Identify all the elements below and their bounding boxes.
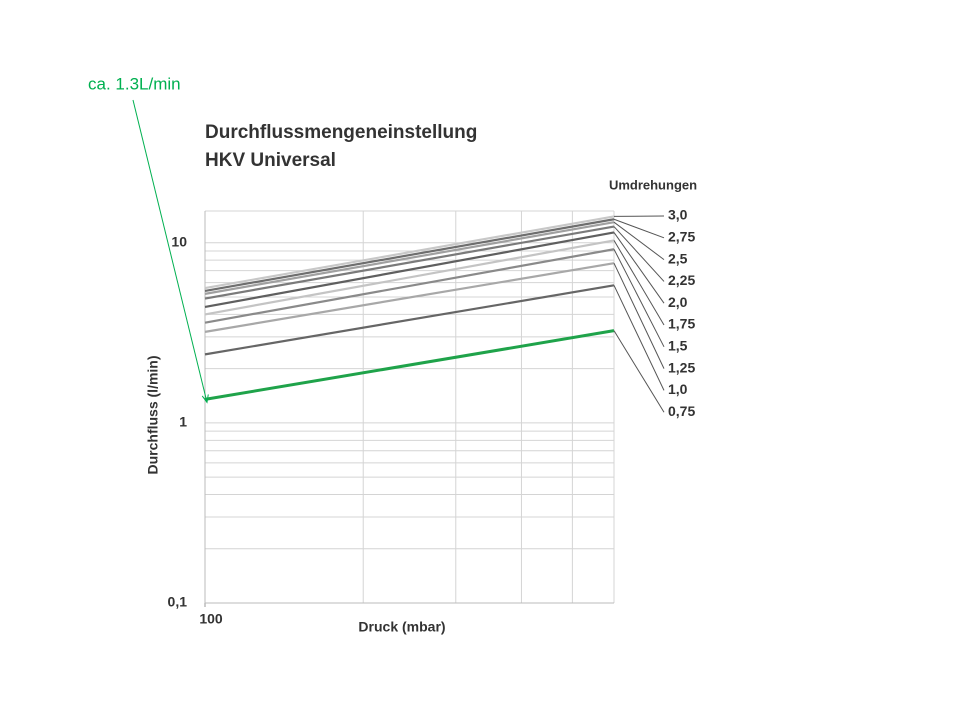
legend-label: 1,75	[668, 316, 695, 332]
data-line	[204, 231, 615, 309]
annotation: ca. 1.3L/min	[88, 74, 181, 93]
chart-title: Durchflussmengeneinstellung	[205, 122, 477, 143]
legend-connector	[613, 285, 665, 391]
legend-connector	[613, 232, 665, 304]
data-line	[204, 329, 615, 401]
data-line	[204, 284, 615, 356]
y-axis-label: Durchfluss (l/min)	[145, 355, 161, 474]
data-line	[204, 248, 615, 324]
legend-label: 1,5	[668, 338, 688, 354]
data-line	[204, 262, 615, 333]
data-line	[204, 218, 615, 293]
legend-connector	[613, 262, 665, 369]
legend-label: 2,75	[668, 229, 695, 245]
legend-label: 2,25	[668, 272, 695, 288]
data-line	[204, 221, 615, 295]
arrow-head	[201, 394, 209, 404]
x-axis-label: Druck (mbar)	[358, 619, 445, 635]
legend-connector	[613, 249, 665, 348]
legend-label: 3,0	[668, 207, 688, 223]
legend-label: 0,75	[668, 403, 695, 419]
legend-label: 1,0	[668, 381, 688, 397]
legend-label: 2,0	[668, 294, 688, 310]
legend-title: Umdrehungen	[609, 177, 697, 192]
legend-connector	[613, 330, 665, 413]
x-tick-label: 100	[199, 611, 223, 627]
data-line	[204, 215, 615, 290]
data-line	[204, 225, 615, 300]
data-line	[204, 239, 615, 316]
chart-subtitle: HKV Universal	[205, 150, 336, 171]
legend-label: 2,5	[668, 250, 688, 266]
legend-connector	[613, 226, 665, 282]
legend-label: 1,25	[668, 359, 695, 375]
annotation-arrow	[132, 99, 208, 403]
legend-connector	[613, 218, 665, 239]
y-tick-label: 10	[171, 233, 187, 249]
legend-connector	[613, 240, 665, 326]
legend-connector	[613, 221, 665, 261]
y-tick-label: 1	[179, 414, 187, 430]
y-tick-label: 0,1	[168, 594, 188, 610]
